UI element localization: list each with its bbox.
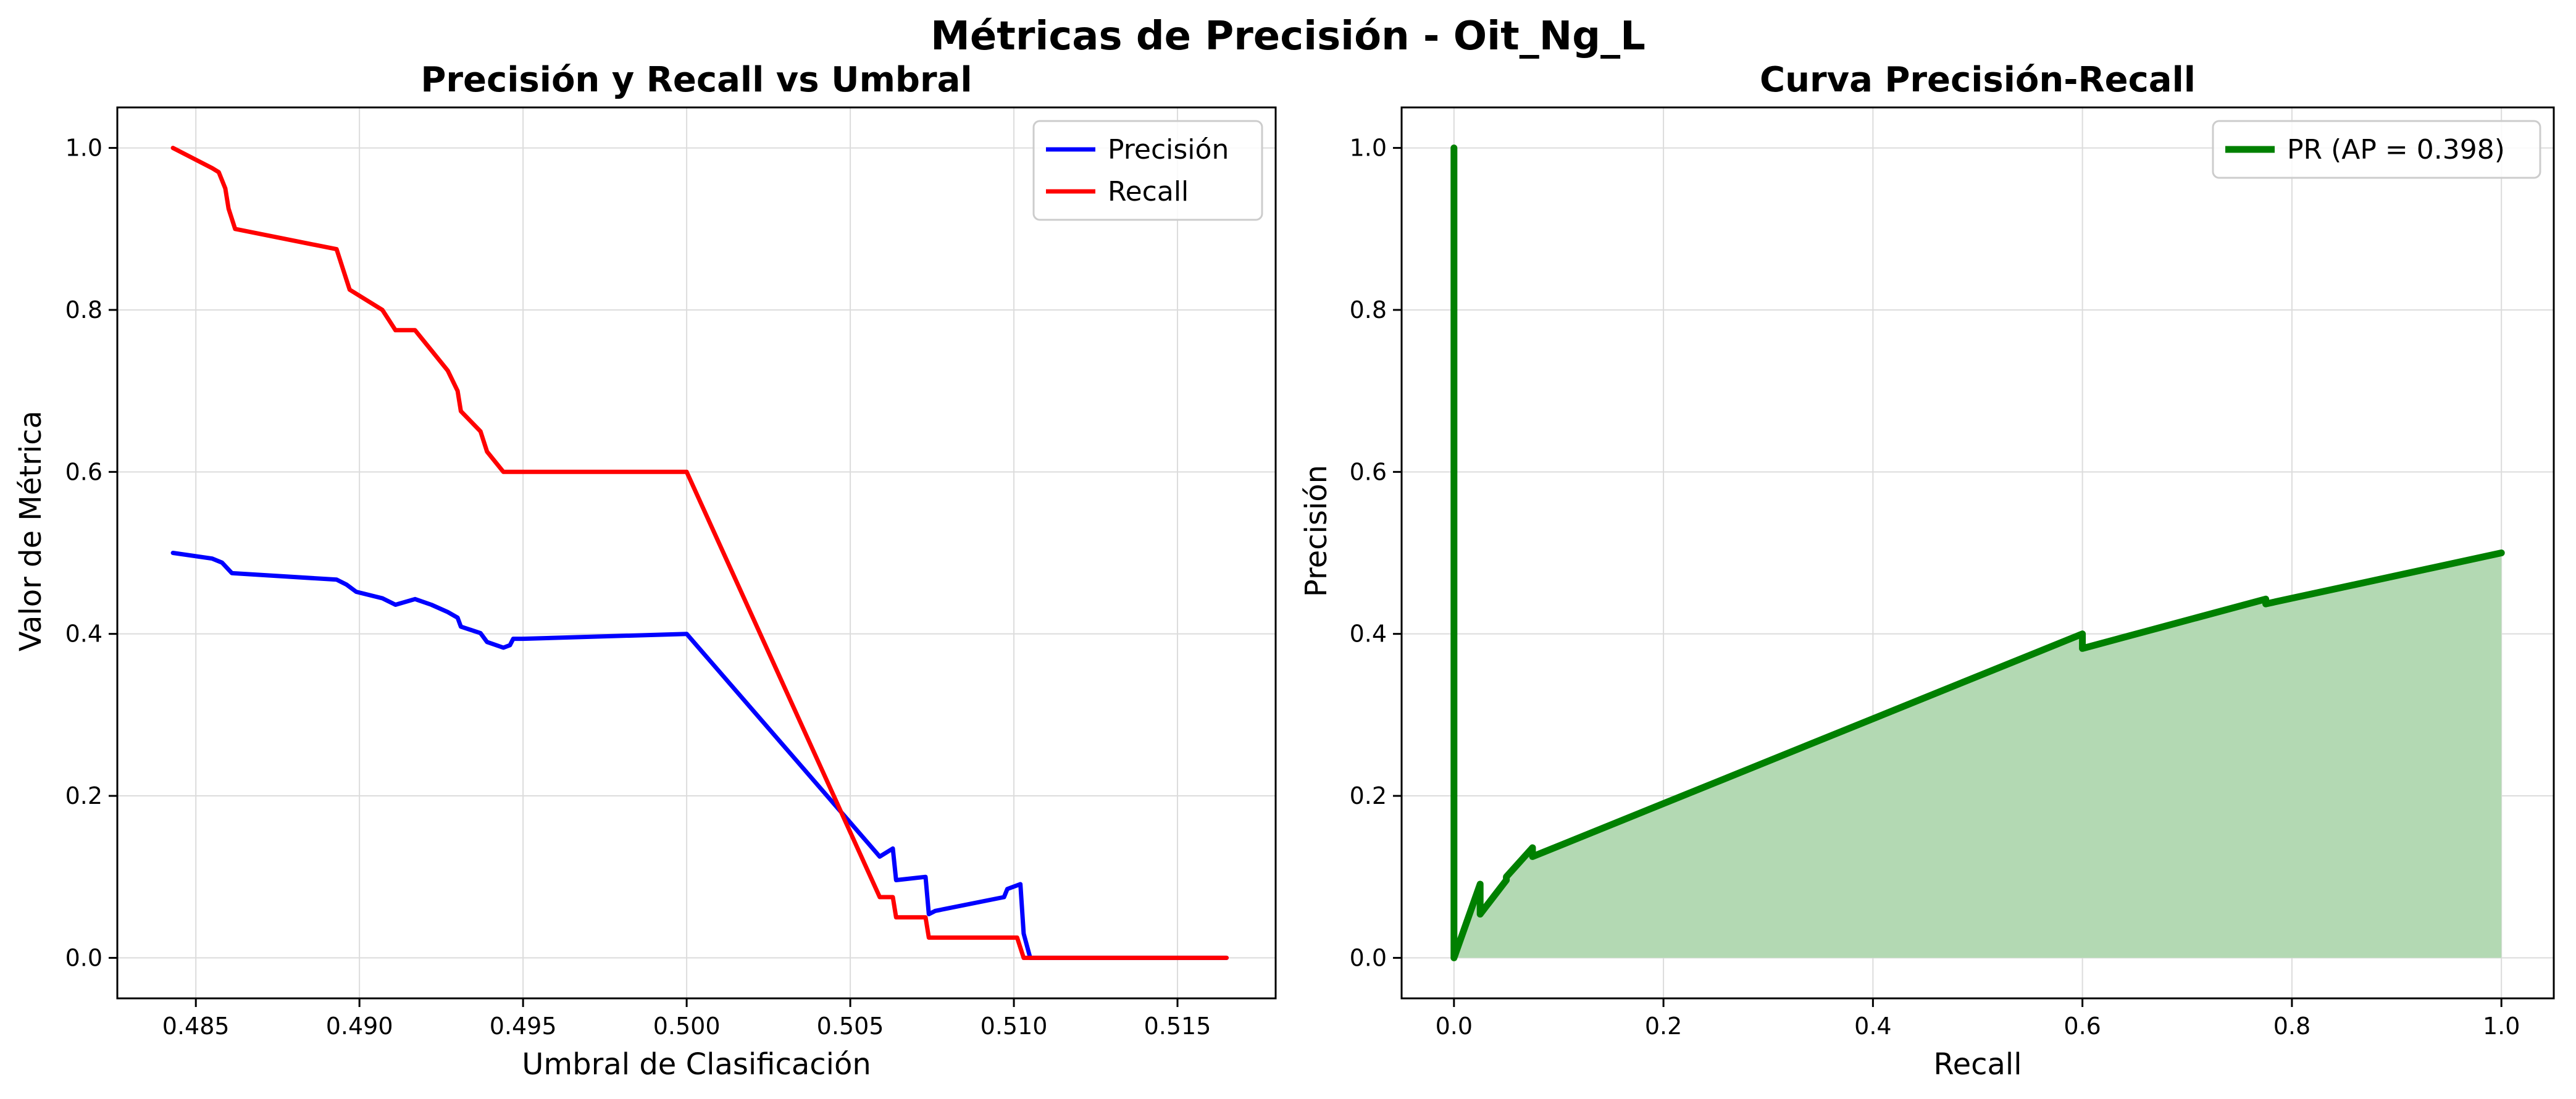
pr-xtick-label: 0.6	[2064, 1013, 2101, 1040]
pr-xtick-label: 0.2	[1645, 1013, 1682, 1040]
threshold-ytick-label: 0.4	[65, 621, 102, 648]
threshold-xtick-label: 0.515	[1144, 1013, 1211, 1040]
threshold-xtick-label: 0.500	[653, 1013, 721, 1040]
pr-area-fill	[1453, 148, 2502, 958]
pr-ytick-label: 0.4	[1350, 621, 1387, 648]
pr-ytick-label: 0.0	[1350, 944, 1387, 971]
threshold-legend-label: Recall	[1108, 176, 1189, 207]
pr-xtick-label: 1.0	[2483, 1013, 2520, 1040]
pr-ytick-label: 0.2	[1350, 782, 1387, 809]
threshold-ytick-label: 0.2	[65, 782, 102, 809]
pr-ytick-label: 0.6	[1350, 458, 1387, 485]
threshold-series-line-0	[170, 551, 1229, 960]
threshold-xtick-label: 0.485	[162, 1013, 230, 1040]
threshold-ytick-label: 0.8	[65, 296, 102, 324]
threshold-axes-frame	[116, 106, 1277, 1000]
threshold-legend-label: Precisión	[1108, 134, 1229, 165]
pr-xtick-label: 0.0	[1436, 1013, 1473, 1040]
threshold-legend-box	[1032, 120, 1263, 221]
pr-ytick-label: 1.0	[1350, 135, 1387, 162]
threshold-chart-ylabel: Valor de Métrica	[14, 411, 48, 651]
threshold-xtick-label: 0.510	[981, 1013, 1048, 1040]
threshold-xtick-label: 0.490	[326, 1013, 393, 1040]
threshold-xtick-label: 0.495	[490, 1013, 557, 1040]
pr-chart-title: Curva Precisión-Recall	[1760, 60, 2196, 100]
figure-suptitle: Métricas de Precisión - Oit_Ng_L	[930, 14, 1646, 59]
pr-legend-label: PR (AP = 0.398)	[2287, 134, 2505, 165]
threshold-chart-title: Precisión y Recall vs Umbral	[420, 60, 972, 100]
threshold-series-line-1	[170, 146, 1229, 960]
pr-xtick-label: 0.4	[1854, 1013, 1891, 1040]
pr-xtick-label: 0.8	[2273, 1013, 2310, 1040]
threshold-chart-xlabel: Umbral de Clasificación	[522, 1047, 871, 1082]
threshold-ytick-label: 0.6	[65, 458, 102, 485]
threshold-ytick-label: 1.0	[65, 135, 102, 162]
threshold-chart: Precisión y Recall vs Umbral Umbral de C…	[14, 60, 1277, 1082]
pr-legend-box	[2212, 120, 2541, 179]
threshold-ytick-label: 0.0	[65, 944, 102, 971]
pr-chart-ylabel: Precisión	[1299, 465, 1334, 597]
pr-series-line	[1450, 144, 2505, 961]
pr-axes-frame	[1400, 106, 2555, 1000]
pr-chart: Curva Precisión-Recall Recall Precisión …	[1299, 60, 2555, 1082]
threshold-xtick-label: 0.505	[817, 1013, 884, 1040]
pr-chart-xlabel: Recall	[1933, 1047, 2022, 1082]
pr-ytick-label: 0.8	[1350, 296, 1387, 324]
